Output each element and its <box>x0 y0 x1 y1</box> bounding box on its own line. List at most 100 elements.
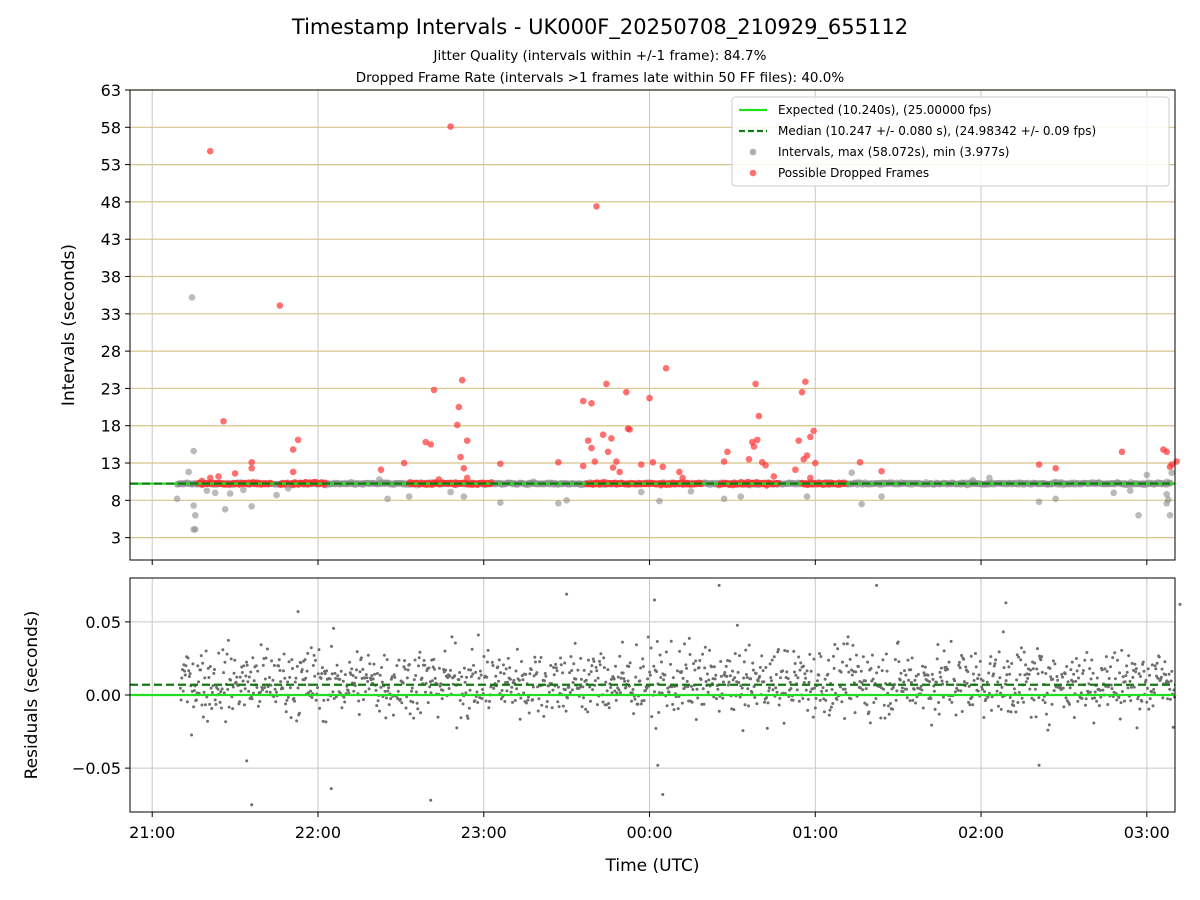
residual-point <box>1075 669 1079 673</box>
residual-point <box>1012 687 1016 691</box>
legend-dropped-frames-label: Possible Dropped Frames <box>778 166 929 180</box>
residual-point <box>1070 660 1074 664</box>
residual-point <box>420 676 424 680</box>
residual-point <box>708 648 712 652</box>
residual-point <box>690 700 694 704</box>
bottom-y-tick-label: 0.05 <box>85 613 121 632</box>
interval-point <box>1163 491 1171 498</box>
residual-point <box>367 687 371 691</box>
residual-point <box>926 673 930 677</box>
residual-point <box>871 677 875 681</box>
residual-point <box>531 685 535 689</box>
residual-point <box>831 654 835 658</box>
residual-point <box>398 697 402 701</box>
residual-point <box>945 680 949 684</box>
residual-point <box>413 658 417 662</box>
residual-point <box>727 680 731 684</box>
residual-point <box>192 689 196 693</box>
residual-point <box>565 592 569 596</box>
residual-point <box>1118 671 1122 675</box>
residual-point <box>801 696 805 700</box>
dropped-frame-point <box>646 394 653 402</box>
residual-point <box>691 688 695 692</box>
residual-point <box>835 697 839 701</box>
residual-point <box>521 678 525 682</box>
dropped-frame-point <box>422 438 430 446</box>
dropped-frame-point <box>807 474 814 482</box>
residual-point <box>179 698 183 702</box>
residual-point <box>831 701 835 705</box>
residual-point <box>570 669 574 673</box>
residual-point <box>623 679 627 683</box>
residual-point <box>732 708 736 712</box>
residual-point <box>743 703 747 707</box>
residual-point <box>724 664 728 668</box>
residual-point <box>887 712 891 716</box>
residual-point <box>886 704 890 708</box>
dropped-frame-point <box>593 203 600 210</box>
residual-point <box>815 679 819 683</box>
residual-point <box>978 659 982 663</box>
residual-point <box>891 707 895 711</box>
interval-point <box>384 495 391 503</box>
residual-point <box>258 699 262 703</box>
residual-point <box>342 695 346 699</box>
residual-point <box>687 636 691 640</box>
residual-point <box>628 661 632 665</box>
interval-point <box>447 488 454 496</box>
residual-point <box>1086 689 1090 693</box>
dropped-frame-point <box>1118 448 1126 456</box>
interval-point <box>1035 498 1043 506</box>
residual-point <box>1104 655 1108 659</box>
residual-point <box>1081 671 1085 675</box>
residual-point <box>747 704 751 708</box>
residual-point <box>331 690 335 694</box>
residual-point <box>504 667 508 671</box>
residual-point <box>517 678 521 682</box>
residual-point <box>1159 675 1163 679</box>
residual-point <box>364 673 368 677</box>
residual-point <box>615 691 619 695</box>
residual-point <box>250 697 254 701</box>
residual-point <box>1134 670 1138 674</box>
residual-point <box>911 698 915 702</box>
residual-point <box>281 669 285 673</box>
residual-point <box>457 678 461 682</box>
residual-point <box>316 686 320 690</box>
residual-point <box>1033 661 1037 665</box>
residual-point <box>648 673 652 677</box>
residual-point <box>364 690 368 694</box>
residual-point <box>1163 660 1167 664</box>
residual-point <box>844 691 848 695</box>
residual-point <box>1098 688 1102 692</box>
residual-point <box>923 665 927 669</box>
residual-point <box>192 705 196 709</box>
residual-point <box>916 672 920 676</box>
residual-point <box>1136 697 1140 701</box>
residual-point <box>808 652 812 656</box>
residual-point <box>875 671 879 675</box>
residual-point <box>896 640 900 644</box>
residual-point <box>322 698 326 702</box>
residual-point <box>201 715 205 719</box>
residual-point <box>987 671 991 675</box>
residual-point <box>1051 659 1055 663</box>
residual-point <box>707 678 711 682</box>
residual-point <box>670 685 674 689</box>
residual-point <box>249 670 253 674</box>
dropped-frame-point <box>649 458 657 466</box>
residual-point <box>594 665 598 669</box>
residual-point <box>397 658 401 662</box>
residual-point <box>986 695 990 699</box>
residual-point <box>744 648 748 652</box>
bottom-plot-frame <box>129 577 1176 813</box>
residual-point <box>626 679 630 683</box>
residual-point <box>234 680 238 684</box>
dropped-frame-point <box>231 470 239 477</box>
residual-point <box>527 695 531 699</box>
residual-point <box>569 655 573 659</box>
residual-point <box>1106 703 1110 707</box>
residual-point <box>783 649 787 653</box>
residual-point <box>641 657 645 661</box>
residual-point <box>1017 655 1021 659</box>
